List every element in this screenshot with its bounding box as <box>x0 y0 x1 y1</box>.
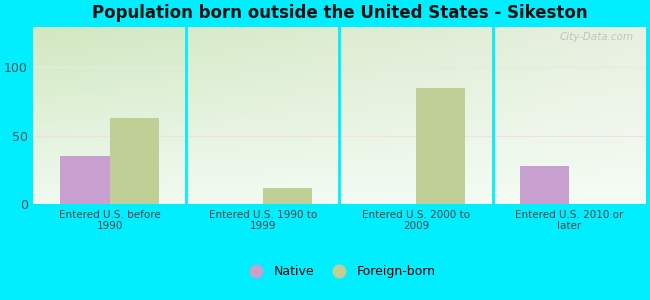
Bar <box>60 156 109 204</box>
Bar <box>263 188 312 204</box>
Legend: Native, Foreign-born: Native, Foreign-born <box>239 260 441 283</box>
Bar <box>109 118 159 204</box>
Text: City-Data.com: City-Data.com <box>560 32 634 42</box>
Bar <box>416 88 465 204</box>
Title: Population born outside the United States - Sikeston: Population born outside the United State… <box>92 4 587 22</box>
Bar <box>520 166 569 204</box>
